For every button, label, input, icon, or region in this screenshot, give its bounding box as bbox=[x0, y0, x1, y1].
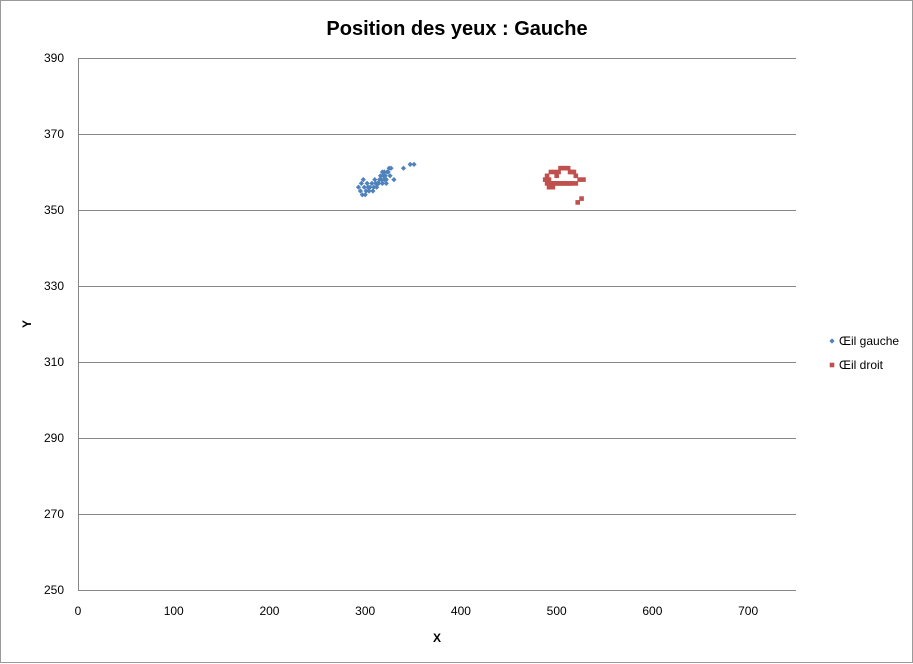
data-point-left-eye bbox=[378, 177, 385, 183]
x-axis-ticks: 0 100 200 300 400 500 600 700 bbox=[75, 604, 759, 618]
legend: Œil gauche Œil droit bbox=[829, 334, 899, 372]
data-point-left-eye bbox=[374, 184, 380, 190]
data-point-right-eye bbox=[581, 177, 586, 182]
data-point-left-eye bbox=[358, 180, 364, 186]
data-point-left-eye bbox=[387, 173, 393, 179]
data-point-right-eye bbox=[556, 169, 561, 175]
x-tick-label: 400 bbox=[451, 604, 471, 618]
x-axis-label: X bbox=[433, 631, 441, 645]
legend-marker bbox=[829, 362, 835, 368]
data-point-left-eye bbox=[411, 161, 417, 167]
data-point-left-eye bbox=[360, 177, 366, 183]
data-point-right-eye bbox=[579, 196, 584, 201]
x-tick-label: 700 bbox=[738, 604, 758, 618]
y-tick-label: 370 bbox=[44, 127, 64, 141]
data-point-right-eye bbox=[548, 169, 554, 175]
data-point-left-eye bbox=[376, 180, 382, 186]
legend-marker bbox=[829, 338, 835, 344]
data-point-left-eye bbox=[359, 192, 365, 198]
legend-item-1: Œil droit bbox=[829, 358, 884, 372]
x-tick-label: 200 bbox=[259, 604, 279, 618]
data-point-left-eye bbox=[377, 173, 384, 179]
data-point-left-eye bbox=[367, 184, 373, 190]
data-points bbox=[355, 161, 586, 205]
data-point-left-eye bbox=[382, 173, 388, 179]
data-point-right-eye bbox=[573, 181, 579, 186]
data-point-right-eye bbox=[546, 177, 552, 182]
legend-item-0: Œil gauche bbox=[829, 334, 899, 348]
data-point-left-eye bbox=[383, 180, 389, 186]
y-tick-label: 350 bbox=[44, 203, 64, 217]
data-point-right-eye bbox=[571, 169, 577, 175]
x-tick-label: 100 bbox=[164, 604, 184, 618]
data-point-left-eye bbox=[362, 192, 368, 198]
y-axis-label: Y bbox=[20, 320, 34, 328]
data-point-left-eye bbox=[407, 161, 413, 167]
data-point-left-eye bbox=[400, 165, 407, 171]
data-point-left-eye bbox=[364, 180, 370, 186]
y-tick-label: 270 bbox=[44, 507, 64, 521]
data-point-right-eye bbox=[550, 184, 556, 190]
data-point-right-eye bbox=[552, 169, 558, 175]
legend-label: Œil gauche bbox=[839, 334, 899, 348]
y-tick-label: 390 bbox=[44, 51, 64, 65]
data-point-left-eye bbox=[366, 188, 372, 194]
y-tick-label: 290 bbox=[44, 431, 64, 445]
data-point-left-eye bbox=[388, 165, 394, 171]
data-point-left-eye bbox=[381, 169, 387, 175]
data-point-left-eye bbox=[391, 177, 397, 183]
data-point-left-eye bbox=[357, 188, 364, 194]
x-tick-label: 500 bbox=[547, 604, 567, 618]
data-point-right-eye bbox=[575, 200, 581, 205]
x-tick-label: 600 bbox=[642, 604, 662, 618]
data-point-right-eye bbox=[569, 181, 575, 186]
data-point-left-eye bbox=[381, 177, 387, 183]
data-point-left-eye bbox=[379, 180, 386, 186]
data-point-right-eye bbox=[542, 177, 548, 182]
data-point-right-eye bbox=[544, 173, 550, 179]
legend-label: Œil droit bbox=[839, 358, 884, 372]
data-point-right-eye bbox=[573, 173, 579, 179]
x-tick-label: 0 bbox=[75, 604, 82, 618]
data-point-right-eye bbox=[546, 184, 552, 190]
y-tick-label: 250 bbox=[44, 583, 64, 597]
data-point-right-eye bbox=[565, 165, 571, 171]
data-point-left-eye bbox=[369, 180, 375, 186]
data-point-right-eye bbox=[554, 173, 559, 179]
gridlines bbox=[78, 58, 796, 591]
data-point-left-eye bbox=[370, 188, 376, 194]
data-point-left-eye bbox=[361, 184, 367, 190]
data-point-left-eye bbox=[363, 188, 369, 194]
x-tick-label: 300 bbox=[355, 604, 375, 618]
data-point-left-eye bbox=[385, 169, 391, 175]
chart-title: Position des yeux : Gauche bbox=[326, 18, 587, 40]
y-tick-label: 310 bbox=[44, 355, 64, 369]
data-point-left-eye bbox=[372, 177, 378, 183]
data-point-left-eye bbox=[355, 184, 362, 190]
data-point-left-eye bbox=[371, 184, 377, 190]
data-point-right-eye bbox=[544, 181, 550, 186]
y-tick-label: 330 bbox=[44, 279, 64, 293]
data-point-right-eye bbox=[577, 177, 582, 182]
y-axis-ticks: 250 270 290 310 330 350 370 390 bbox=[44, 51, 64, 597]
